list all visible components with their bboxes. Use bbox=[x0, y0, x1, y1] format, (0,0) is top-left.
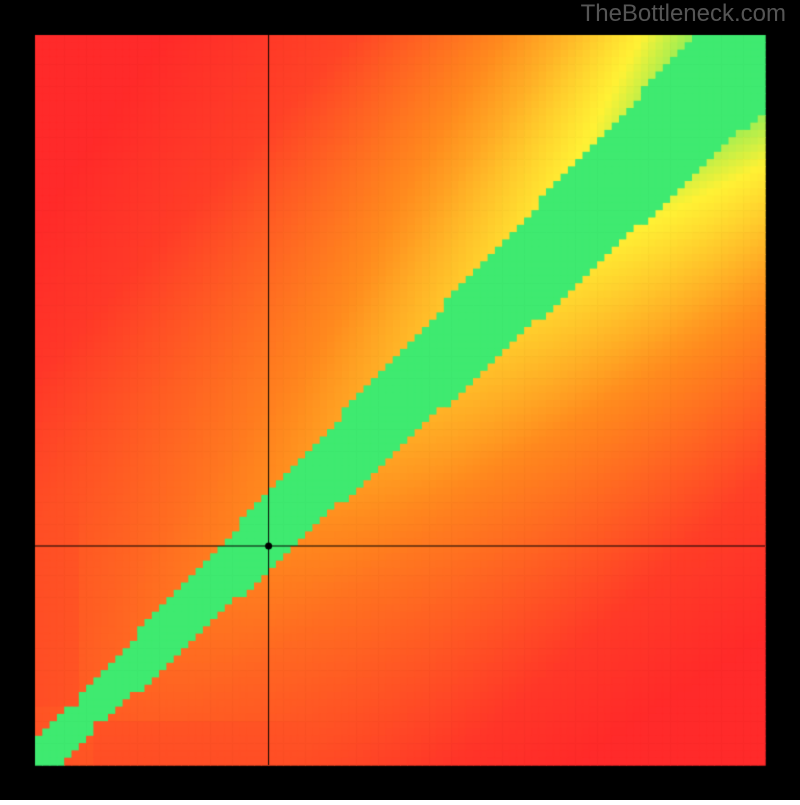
heatmap-canvas bbox=[0, 0, 800, 800]
bottleneck-heatmap: TheBottleneck.com bbox=[0, 0, 800, 800]
watermark-text: TheBottleneck.com bbox=[581, 0, 786, 28]
